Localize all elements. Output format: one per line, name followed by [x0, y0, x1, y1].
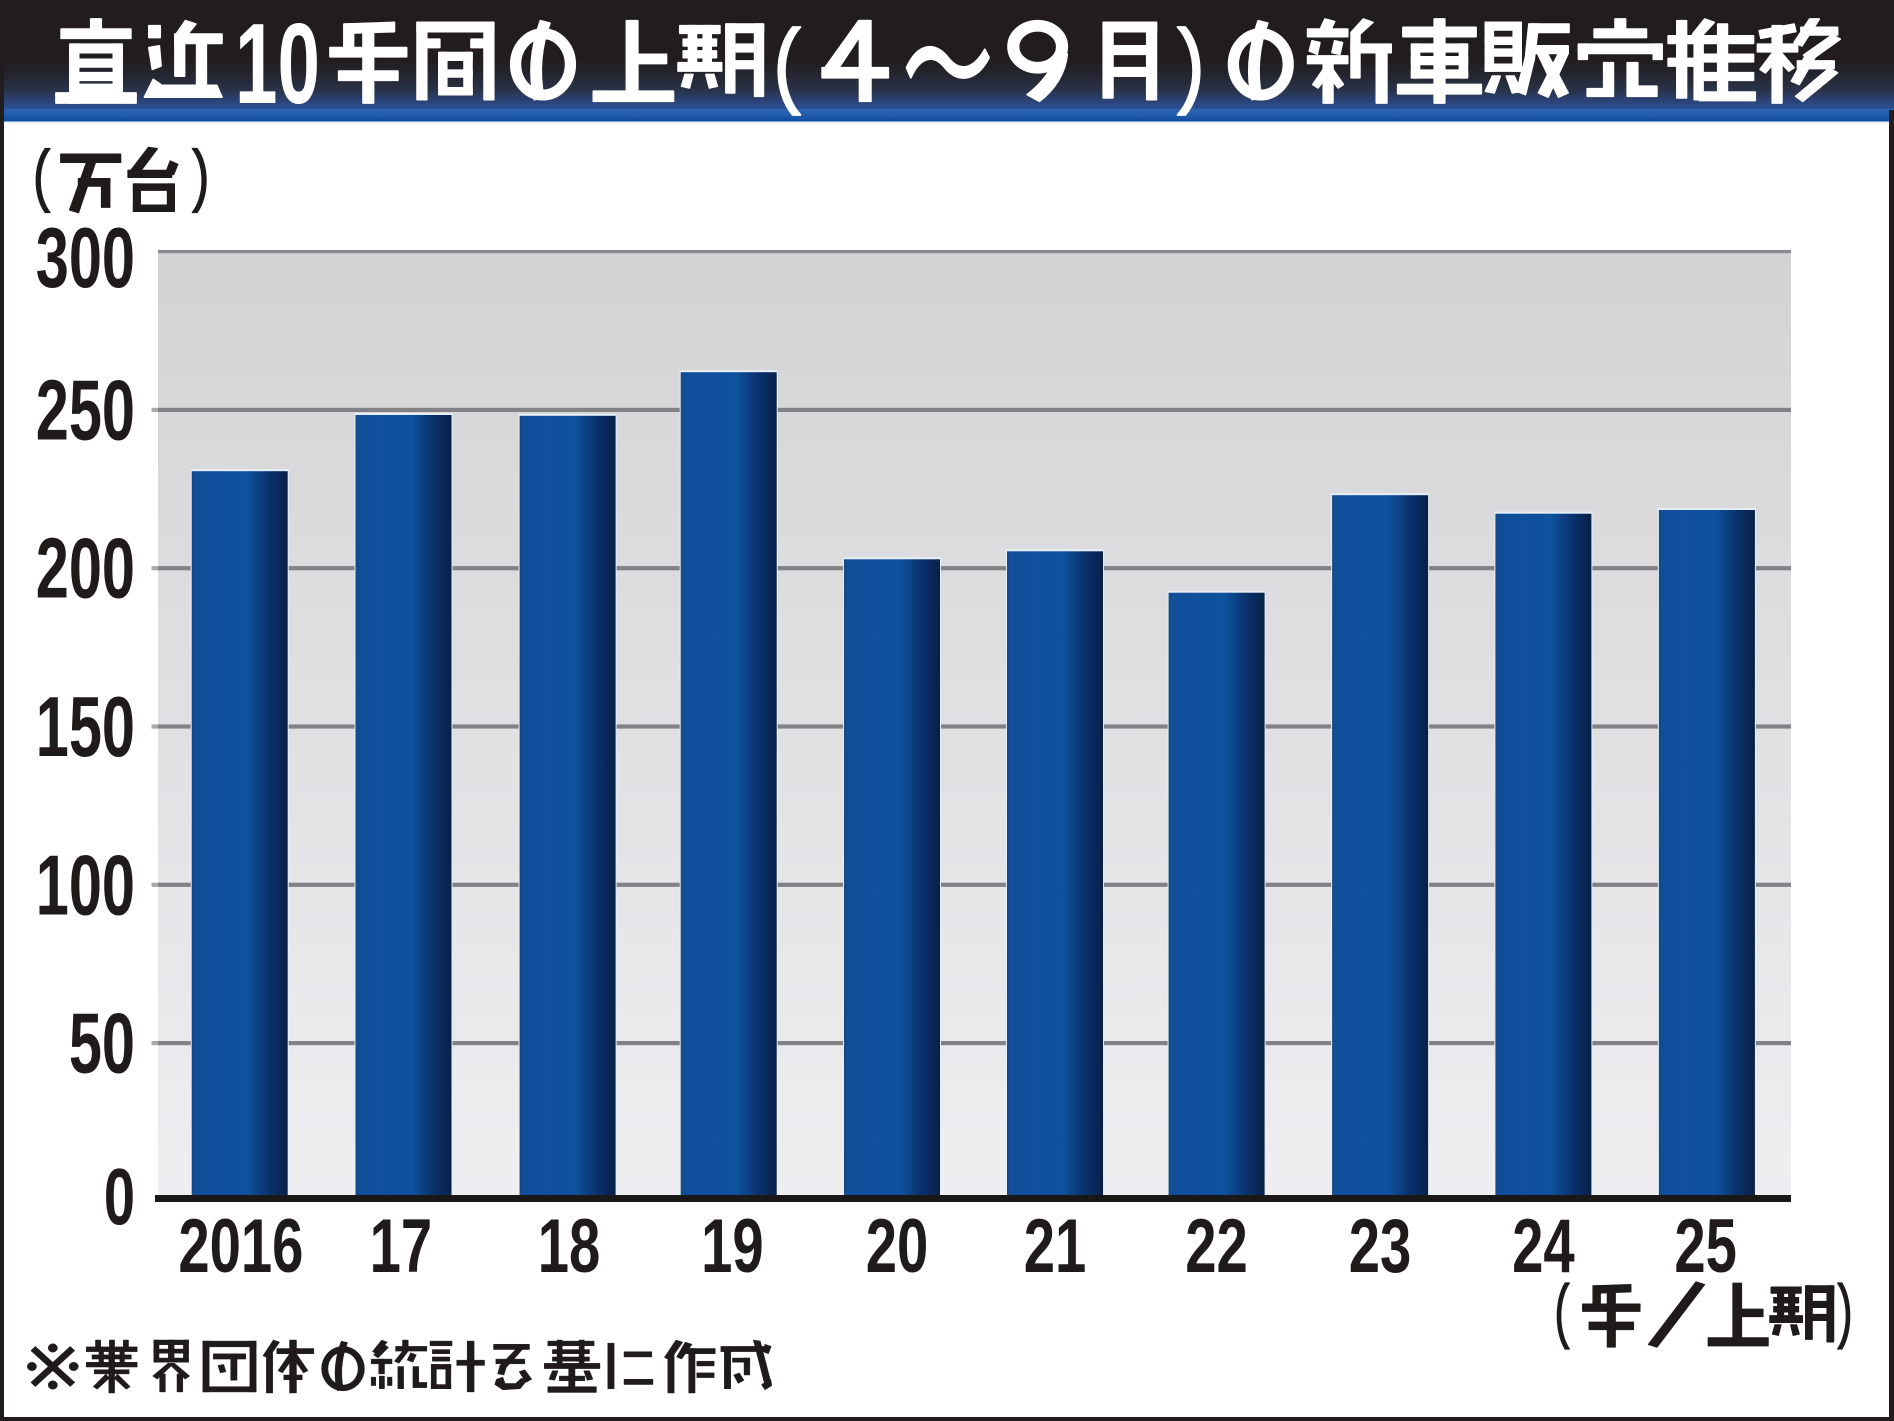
svg-text:23: 23 — [1349, 1204, 1412, 1289]
svg-text:17: 17 — [370, 1204, 433, 1289]
svg-text:20: 20 — [866, 1204, 929, 1289]
svg-text:300: 300 — [36, 211, 135, 306]
svg-text:2016: 2016 — [178, 1204, 303, 1289]
svg-text:250: 250 — [36, 363, 135, 458]
svg-text:100: 100 — [36, 838, 135, 933]
svg-text:22: 22 — [1185, 1204, 1248, 1289]
svg-text:21: 21 — [1024, 1204, 1087, 1289]
svg-text:0: 0 — [104, 1151, 135, 1241]
svg-text:150: 150 — [36, 680, 135, 775]
svg-text:19: 19 — [701, 1204, 764, 1289]
svg-text:10: 10 — [235, 0, 320, 128]
svg-text:25: 25 — [1674, 1204, 1737, 1289]
svg-text:200: 200 — [36, 521, 135, 616]
svg-text:24: 24 — [1512, 1204, 1575, 1289]
svg-text:18: 18 — [538, 1204, 601, 1289]
svg-text:50: 50 — [69, 996, 135, 1091]
